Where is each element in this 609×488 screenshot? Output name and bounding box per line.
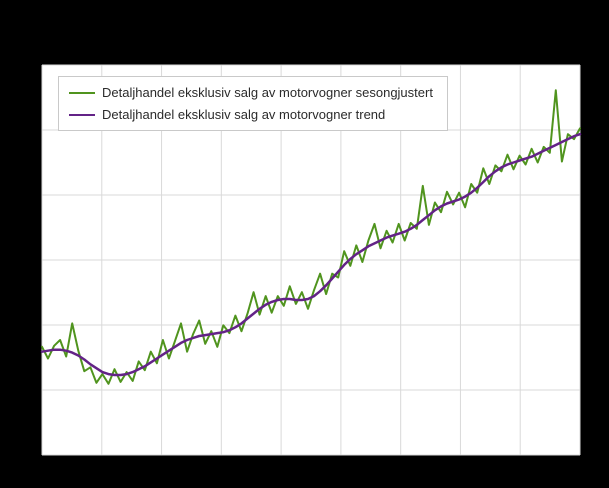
legend-item-trend: Detaljhandel eksklusiv salg av motorvogn…	[69, 106, 433, 123]
trend-line-swatch	[69, 113, 95, 116]
legend-item-seasonally-adjusted: Detaljhandel eksklusiv salg av motorvogn…	[69, 84, 433, 101]
legend: Detaljhandel eksklusiv salg av motorvogn…	[58, 76, 448, 131]
seasonally-adjusted-line-swatch	[69, 91, 95, 94]
trend-line	[40, 132, 582, 377]
trend-legend-label: Detaljhandel eksklusiv salg av motorvogn…	[102, 107, 386, 122]
seasonally-adjusted-legend-label: Detaljhandel eksklusiv salg av motorvogn…	[102, 85, 433, 100]
seasonally-adjusted-line	[41, 89, 581, 385]
